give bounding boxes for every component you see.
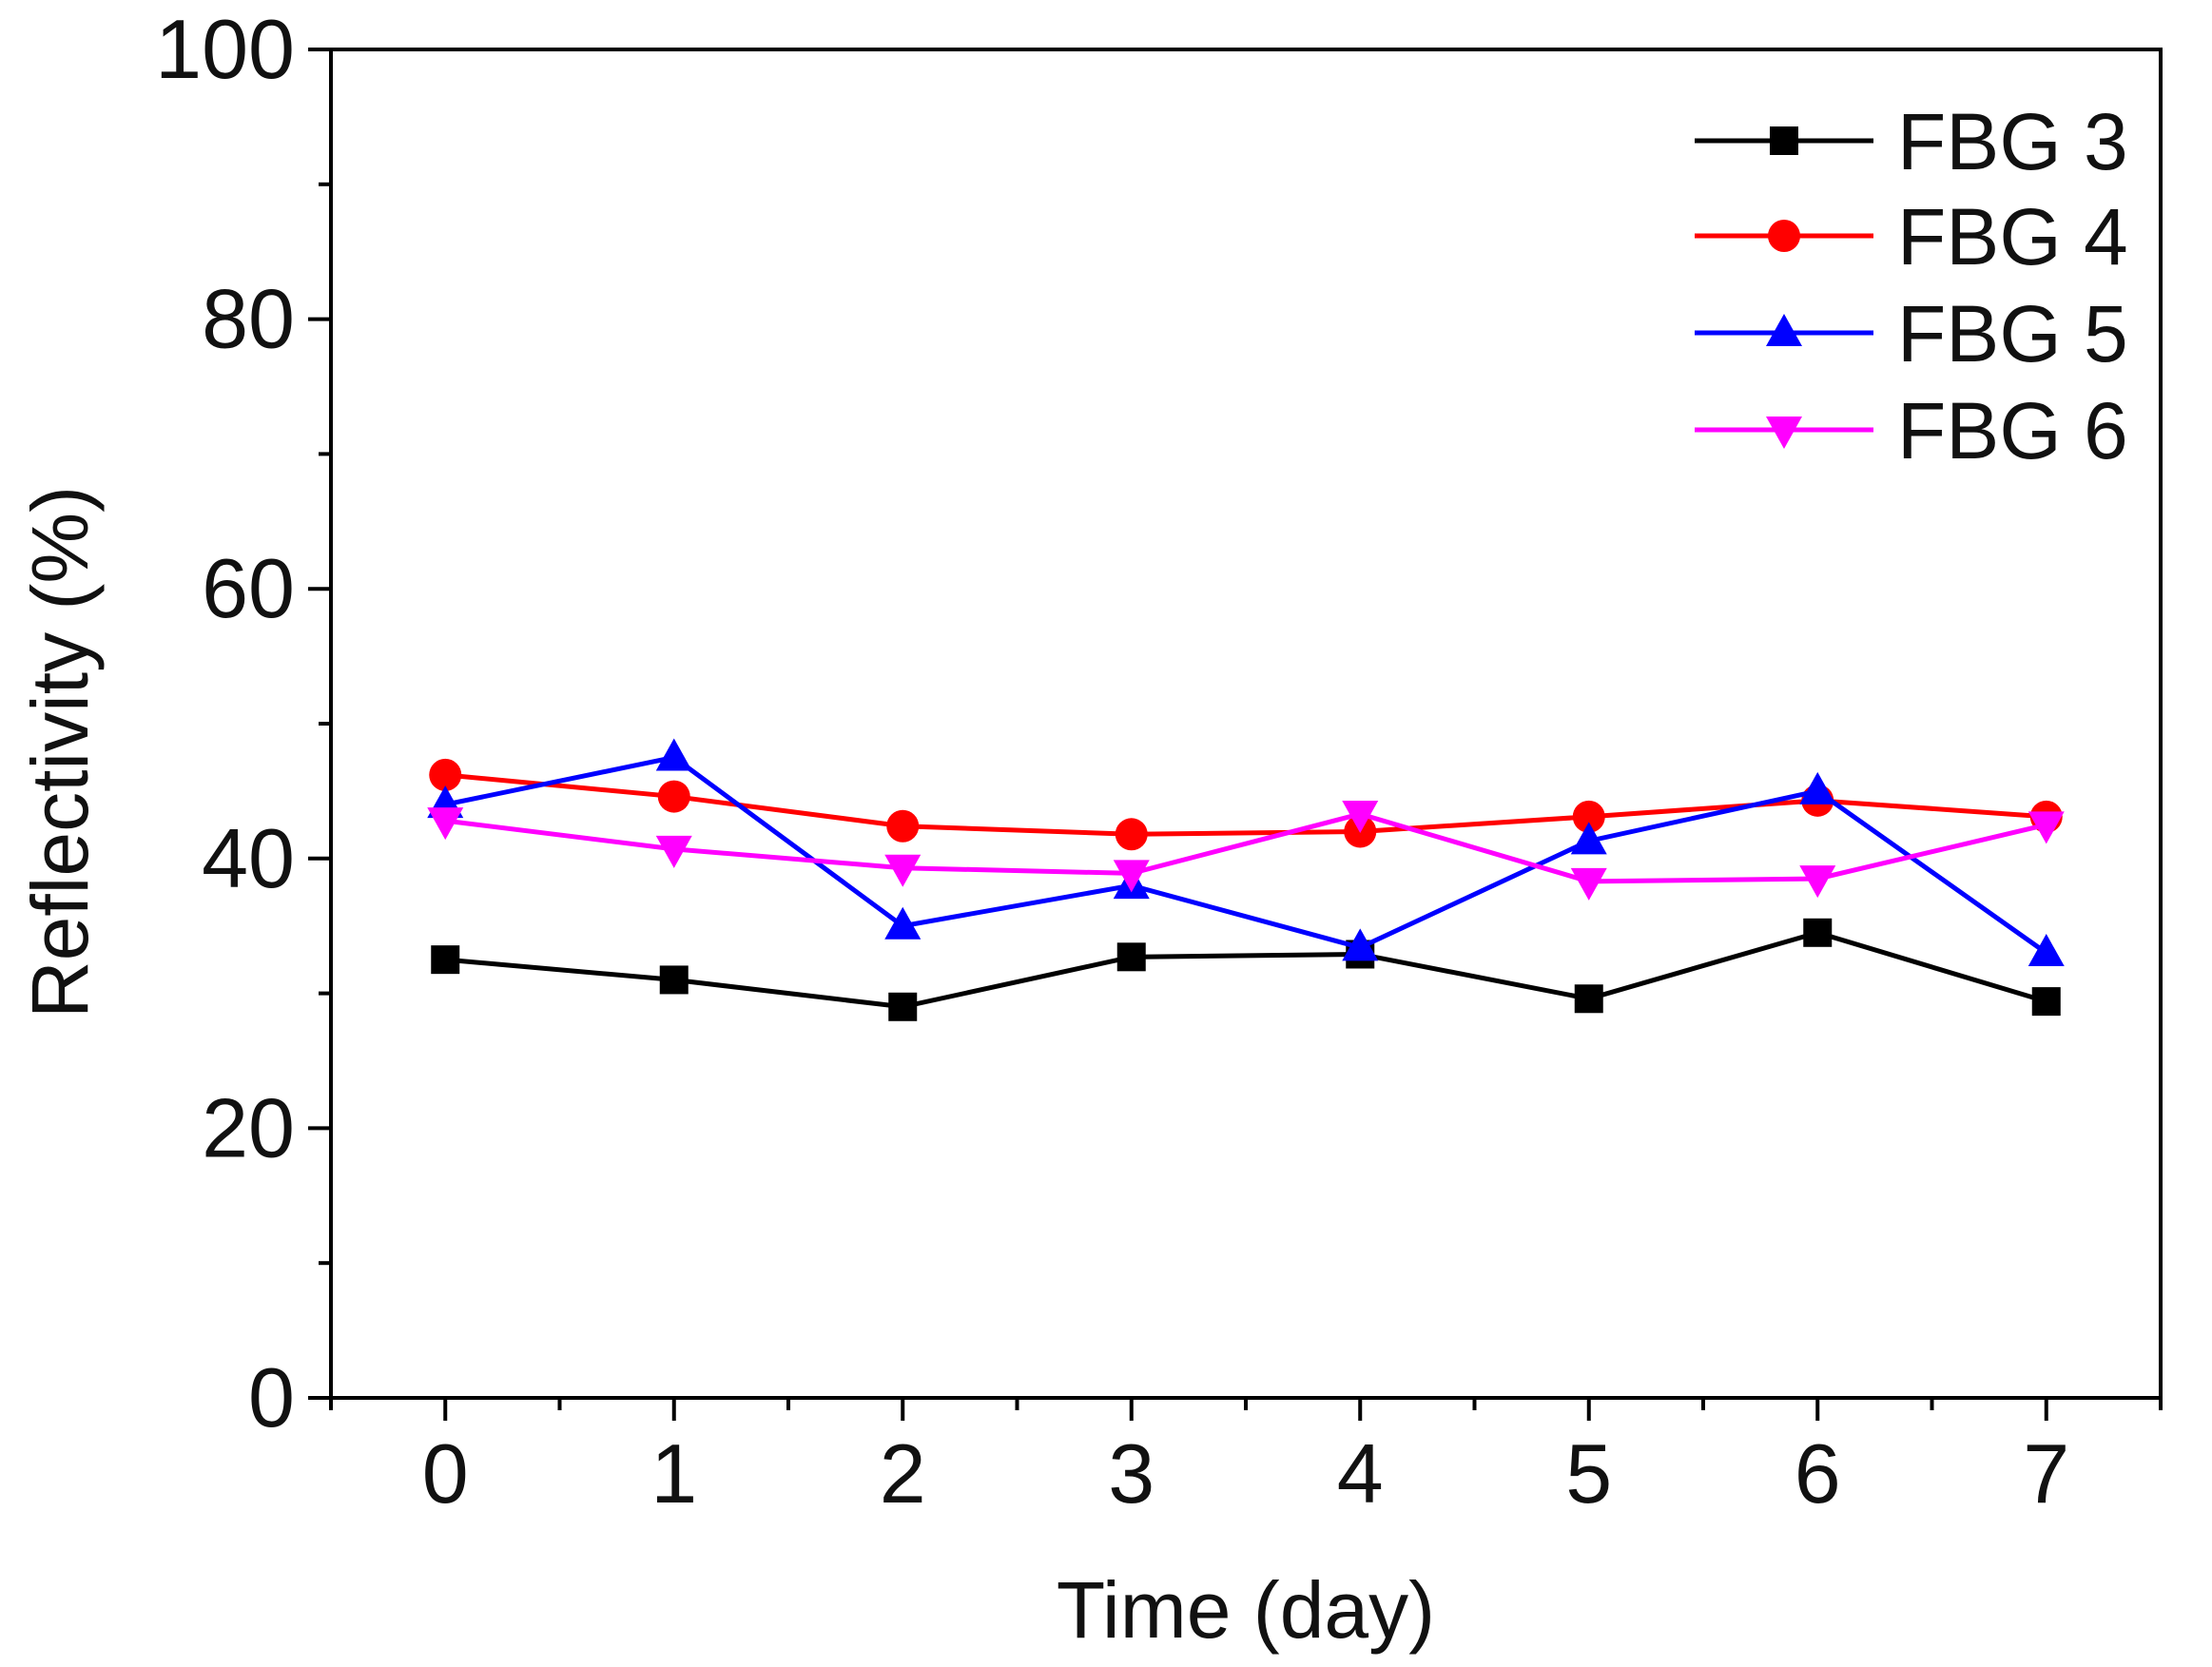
legend-label: FBG 4 — [1897, 192, 2128, 281]
data-point — [2028, 811, 2065, 844]
data-point — [1570, 822, 1607, 855]
data-point — [1115, 818, 1148, 851]
legend-label: FBG 5 — [1897, 289, 2128, 378]
x-tick-label: 6 — [1795, 1426, 1841, 1521]
y-tick-label: 40 — [202, 811, 295, 905]
x-tick-label: 2 — [880, 1426, 926, 1521]
x-tick-label: 4 — [1337, 1426, 1384, 1521]
data-point — [1799, 771, 1836, 804]
data-point — [659, 965, 689, 995]
legend-marker — [1766, 314, 1802, 346]
data-point — [1342, 801, 1379, 834]
series-fbg-6 — [427, 801, 2065, 901]
legend-item: FBG 4 — [1695, 192, 2128, 281]
data-point — [431, 945, 460, 975]
data-point — [429, 758, 462, 791]
x-tick-label: 3 — [1108, 1426, 1155, 1521]
y-tick-label: 60 — [202, 541, 295, 635]
data-point — [884, 906, 922, 940]
legend-label: FBG 3 — [1897, 97, 2128, 186]
data-point — [1572, 800, 1605, 833]
data-point — [1799, 865, 1836, 899]
data-point — [427, 807, 464, 841]
x-axis-title: Time (day) — [1057, 1565, 1435, 1655]
y-axis-title: Reflectivity (%) — [15, 486, 105, 1018]
data-point — [1803, 918, 1833, 947]
x-tick-label: 5 — [1565, 1426, 1612, 1521]
data-point — [655, 835, 692, 868]
y-tick-label: 20 — [202, 1080, 295, 1174]
y-tick-label: 80 — [202, 272, 295, 366]
legend-label: FBG 6 — [1897, 386, 2128, 475]
legend-item: FBG 3 — [1695, 97, 2128, 186]
x-tick-label: 0 — [422, 1426, 469, 1521]
series-line — [445, 772, 2047, 837]
legend-marker — [1770, 126, 1798, 155]
data-point — [1116, 942, 1146, 972]
series-layer — [427, 738, 2065, 1021]
y-tick-label: 100 — [155, 2, 295, 96]
series-line — [445, 930, 2047, 1010]
data-point — [1113, 860, 1150, 893]
legend-marker — [1766, 417, 1802, 449]
axes: 0 20 40 60 80 100 0 1 2 3 4 5 6 7 — [155, 2, 2163, 1521]
data-point — [884, 854, 922, 887]
series-fbg-3 — [431, 918, 2061, 1021]
x-tick-label: 1 — [650, 1426, 697, 1521]
data-point — [886, 809, 920, 843]
data-point — [888, 992, 918, 1021]
plot-frame — [329, 48, 2163, 1400]
x-tick-label: 7 — [2023, 1426, 2069, 1521]
series-line — [444, 811, 2047, 884]
data-point — [2031, 987, 2061, 1017]
data-point — [657, 780, 690, 813]
series-line — [444, 754, 2048, 956]
data-point — [2028, 934, 2065, 967]
data-point — [1342, 928, 1379, 961]
legend-item: FBG 5 — [1695, 289, 2128, 378]
y-tick-label: 0 — [248, 1350, 295, 1444]
data-point — [655, 738, 692, 771]
legend-marker — [1768, 220, 1800, 252]
data-point — [1570, 867, 1607, 901]
data-point — [1574, 984, 1603, 1014]
legend-item: FBG 6 — [1695, 386, 2128, 475]
